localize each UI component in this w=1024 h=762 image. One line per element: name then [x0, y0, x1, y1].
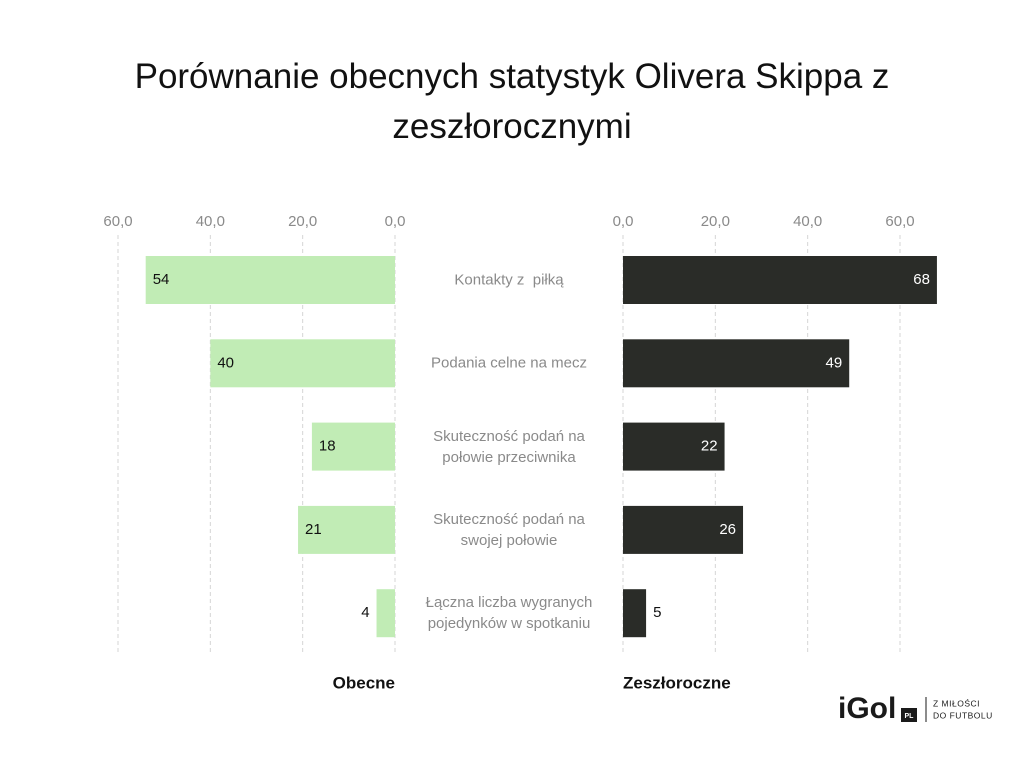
bar [623, 256, 937, 304]
legend-label: Zeszłoroczne [623, 673, 731, 692]
bar [311, 422, 395, 471]
x-tick-label: 20,0 [288, 213, 317, 230]
category-label: Podania celne na mecz [431, 354, 587, 372]
bar [145, 256, 395, 304]
value-label: 68 [913, 271, 930, 288]
bar [210, 339, 395, 388]
category-label: Skuteczność podań na połowie przeciwnika [433, 427, 585, 466]
value-label: 40 [217, 354, 234, 371]
value-label: 21 [305, 521, 322, 538]
logo-badge-box [901, 708, 917, 722]
x-tick-label: 40,0 [793, 213, 822, 230]
bar [623, 505, 744, 554]
x-tick-label: 0,0 [613, 213, 634, 230]
value-label: 26 [719, 521, 736, 538]
bar [623, 339, 850, 388]
value-label: 54 [153, 271, 170, 288]
category-label: Łączna liczba wygranych pojedynków w spo… [425, 594, 593, 633]
x-tick-label: 20,0 [701, 213, 730, 230]
value-label: 18 [319, 438, 336, 455]
logo-badge: PL [905, 713, 915, 720]
value-label: 5 [653, 604, 661, 621]
legend-label: Obecne [333, 673, 395, 692]
logo-tagline: Z MIŁOŚCI [933, 697, 980, 708]
value-label: 49 [826, 354, 843, 371]
category-label: Kontakty z piłką [454, 271, 564, 289]
value-label: 22 [701, 438, 718, 455]
x-tick-label: 60,0 [885, 213, 914, 230]
x-tick-label: 40,0 [196, 213, 225, 230]
category-label: Skuteczność podań na swojej połowie [433, 510, 585, 549]
x-tick-label: 0,0 [385, 213, 406, 230]
chart-title: Porównanie obecnych statystyk Olivera Sk… [134, 57, 890, 146]
bar [623, 422, 725, 471]
logo-brand: iGol [838, 692, 896, 725]
logo-tagline: DO FUTBOLU [933, 710, 993, 720]
value-label: 4 [361, 604, 369, 621]
bar [376, 589, 395, 638]
x-tick-label: 60,0 [103, 213, 132, 230]
bar [298, 505, 395, 554]
bar [623, 589, 647, 638]
